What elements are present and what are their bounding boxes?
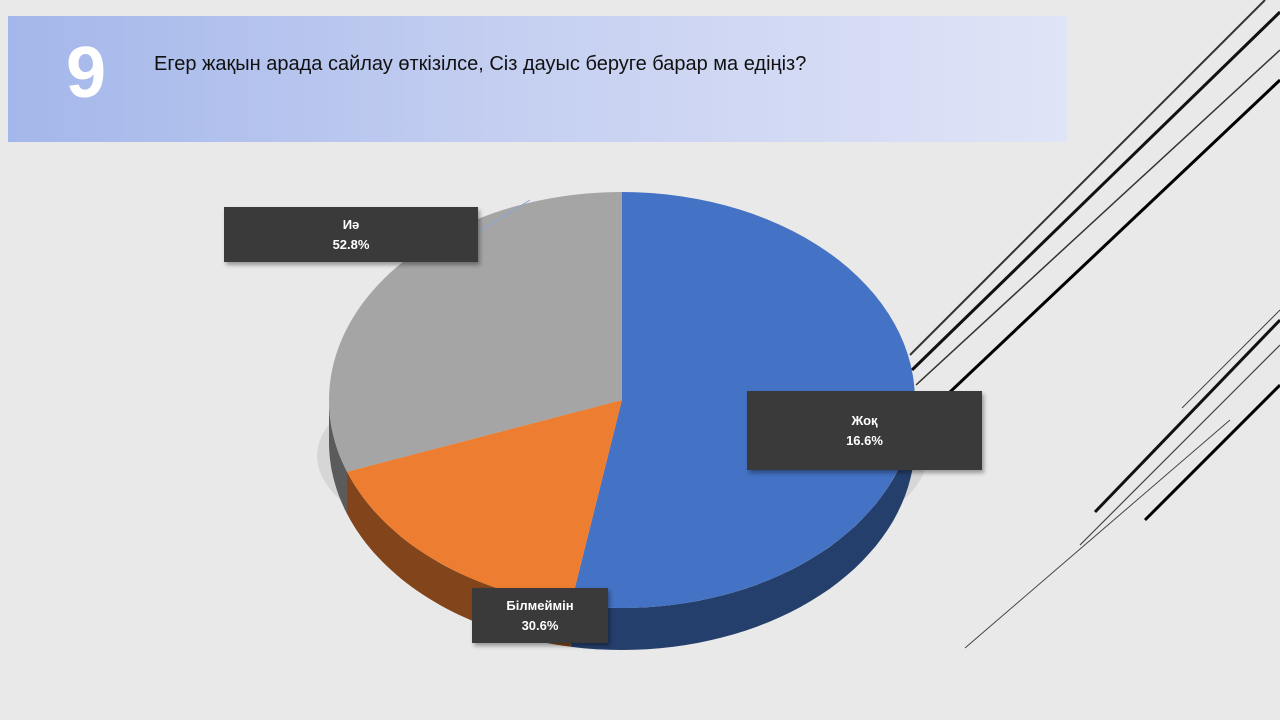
data-label-category: Иә bbox=[342, 216, 360, 232]
data-label-category: Жоқ bbox=[851, 412, 878, 428]
slide-number: 9 bbox=[66, 33, 107, 113]
question-title: Егер жақын арада сайлау өткізілсе, Сіз д… bbox=[154, 53, 807, 75]
data-label-yes: Иә 52.8% bbox=[224, 207, 478, 262]
data-label-value: 30.6% bbox=[521, 617, 559, 633]
data-label-no: Жоқ 16.6% bbox=[747, 391, 982, 470]
pie-slice-0 bbox=[570, 192, 915, 608]
pie-slice-1 bbox=[347, 400, 622, 605]
data-label-unknown: Білмеймін 30.6% bbox=[472, 588, 608, 643]
pie-slice-2 bbox=[329, 192, 622, 472]
pie-side-0 bbox=[570, 400, 915, 650]
data-label-value: 52.8% bbox=[332, 236, 370, 252]
data-label-category: Білмеймін bbox=[506, 597, 574, 613]
header-band bbox=[8, 16, 1067, 142]
data-label-value: 16.6% bbox=[846, 432, 883, 448]
leader-line bbox=[477, 199, 531, 233]
pie-side-2 bbox=[329, 400, 347, 514]
